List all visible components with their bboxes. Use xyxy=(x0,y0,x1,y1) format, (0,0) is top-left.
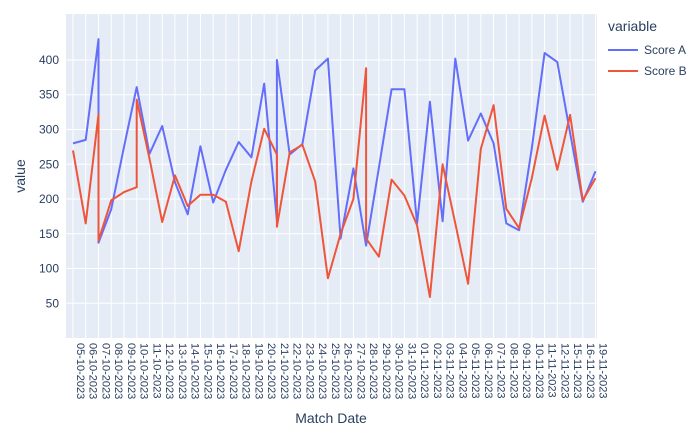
x-tick-label: 02-11-2023 xyxy=(431,343,443,398)
x-tick-label: 30-10-2023 xyxy=(393,343,405,399)
x-tick-label: 10-11-2023 xyxy=(533,343,545,398)
x-tick-label: 21-10-2023 xyxy=(278,343,290,399)
x-tick-label: 06-10-2023 xyxy=(87,343,99,399)
x-tick-label: 05-10-2023 xyxy=(74,343,86,399)
legend-item-score-b[interactable]: Score B xyxy=(608,64,687,78)
x-tick-label: 15-10-2023 xyxy=(201,343,213,399)
x-tick-label: 29-10-2023 xyxy=(380,343,392,399)
x-tick-label: 23-10-2023 xyxy=(303,343,315,399)
x-tick-label: 05-11-2023 xyxy=(469,343,481,398)
x-tick-label: 07-10-2023 xyxy=(99,343,111,399)
x-tick-label: 16-11-2023 xyxy=(584,343,596,398)
x-tick-label: 08-11-2023 xyxy=(507,343,519,398)
x-tick-label: 11-11-2023 xyxy=(546,343,558,398)
x-tick-label: 26-10-2023 xyxy=(342,343,354,399)
y-tick-label: 250 xyxy=(39,157,59,171)
x-tick-label: 24-10-2023 xyxy=(316,343,328,399)
x-tick-label: 25-10-2023 xyxy=(329,343,341,399)
x-tick-label: 13-10-2023 xyxy=(176,343,188,399)
x-tick-label: 19-10-2023 xyxy=(252,343,264,399)
x-tick-label: 12-11-2023 xyxy=(558,343,570,398)
x-tick-label: 10-10-2023 xyxy=(138,343,150,399)
x-tick-label: 16-10-2023 xyxy=(214,343,226,399)
series-line-score-a[interactable] xyxy=(72,38,597,247)
y-axis-title: value xyxy=(12,159,28,193)
legend-item-label: Score A xyxy=(644,43,686,57)
x-tick-label: 14-10-2023 xyxy=(189,343,201,399)
x-tick-label: 06-11-2023 xyxy=(482,343,494,398)
x-tick-label: 08-10-2023 xyxy=(112,343,124,399)
x-tick-label: 22-10-2023 xyxy=(291,343,303,399)
x-tick-label: 28-10-2023 xyxy=(367,343,379,399)
y-tick-label: 200 xyxy=(39,192,59,206)
legend-item-score-a[interactable]: Score A xyxy=(608,43,686,57)
x-tick-label: 31-10-2023 xyxy=(405,343,417,399)
x-tick-label: 15-11-2023 xyxy=(571,343,583,398)
legend: variable Score A Score B xyxy=(608,18,687,78)
x-tick-label: 17-10-2023 xyxy=(227,343,239,399)
axis-labels: 50 100 150 200 250 300 350 400 05-10-2023 06-10-2… xyxy=(39,53,609,399)
x-tick-label: 19-11-2023 xyxy=(597,343,609,398)
y-tick-label: 150 xyxy=(39,227,59,241)
x-tick-label: 09-11-2023 xyxy=(520,343,532,398)
x-tick-label: 01-11-2023 xyxy=(418,343,430,398)
plot-background xyxy=(66,14,597,338)
legend-item-label: Score B xyxy=(644,64,687,78)
legend-title: variable xyxy=(608,18,657,34)
x-tick-label: 20-10-2023 xyxy=(265,343,277,399)
y-tick-label: 50 xyxy=(46,296,60,310)
x-tick-label: 18-10-2023 xyxy=(240,343,252,399)
x-axis-title: Match Date xyxy=(295,410,367,426)
x-tick-label: 09-10-2023 xyxy=(125,343,137,399)
plot-area[interactable] xyxy=(66,14,597,338)
x-tick-label: 12-10-2023 xyxy=(163,343,175,399)
y-tick-label: 400 xyxy=(39,53,59,67)
x-tick-label: 11-10-2023 xyxy=(150,343,162,398)
x-tick-label: 03-11-2023 xyxy=(444,343,456,398)
x-tick-label: 27-10-2023 xyxy=(354,343,366,399)
series-line-score-b[interactable] xyxy=(72,67,597,298)
x-tick-label: 04-11-2023 xyxy=(456,343,468,398)
y-tick-label: 300 xyxy=(39,123,59,137)
x-tick-label: 07-11-2023 xyxy=(495,343,507,398)
y-tick-label: 100 xyxy=(39,262,59,276)
y-tick-label: 350 xyxy=(39,88,59,102)
